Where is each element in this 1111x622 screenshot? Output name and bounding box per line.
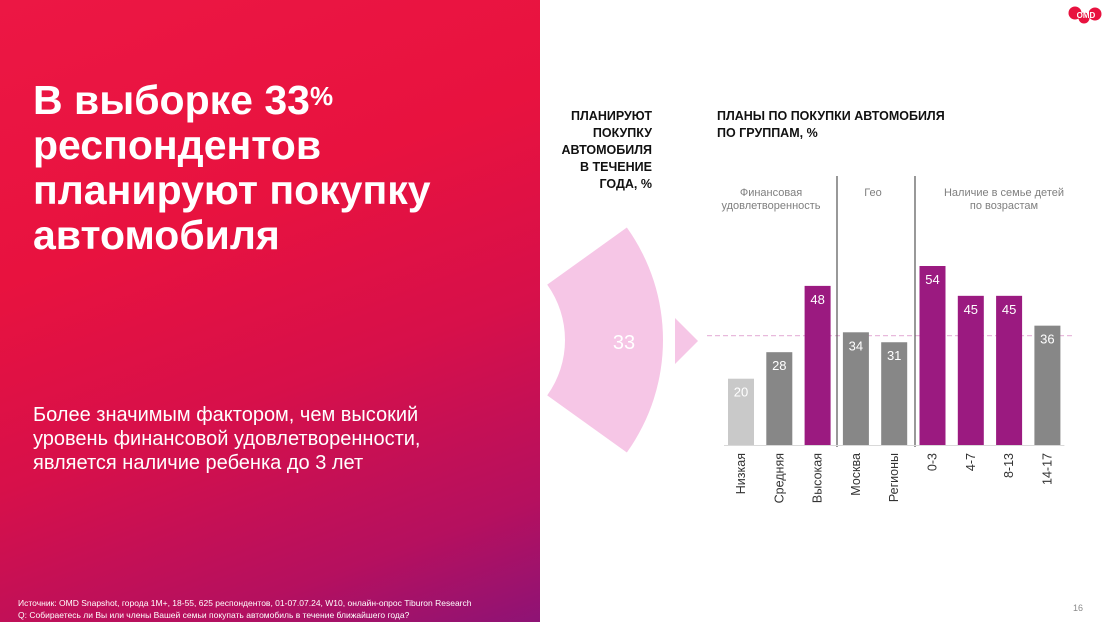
category-label: 0-3 [926,453,940,471]
bar-14-17 [1034,325,1061,445]
footnote-source: Источник: OMD Snapshot, города 1М+, 18-5… [18,598,472,608]
bar-value-label: 20 [734,385,748,400]
bar-0-3 [919,266,946,445]
left-panel: В выборке 33% респондентов планируют пок… [0,0,540,622]
omd-logo: OMD [1068,6,1102,24]
bar-value-label: 28 [772,358,786,373]
bar-Средняя [766,352,793,445]
group-label-1: удовлетворенность [721,200,820,212]
headline-line-4: автомобиля [33,212,280,258]
bar-value-label: 45 [964,302,978,317]
category-label: Низкая [734,453,748,494]
bar-Высокая [804,285,831,445]
headline-line-2: респондентов [33,122,322,168]
source-footnote: Источник: OMD Snapshot, города 1М+, 18-5… [18,597,538,621]
bar-Москва [842,332,869,445]
group-label-1: Финансовая [740,187,802,199]
insight-line-2: уровень финансовой удовлетворенности, [33,428,421,450]
category-label: Москва [849,453,863,496]
key-insight-text: Более значимым фактором, чем высокий уро… [33,403,523,475]
bar-value-label: 54 [925,272,939,287]
bar-value-label: 48 [810,292,824,307]
bar-Низкая [728,378,754,445]
group-label-3: по возрастам [970,200,1038,212]
groups-chart-title: ПЛАНЫ ПО ПОКУПКИ АВТОМОБИЛЯ ПО ГРУППАМ, … [717,109,945,140]
plan-share-value-label: 33 [613,332,635,354]
insight-line-1: Более значимым фактором, чем высокий [33,404,419,426]
insight-line-3: является наличие ребенка до 3 лет [33,452,364,474]
group-label-3: Наличие в семье детей [944,187,1064,199]
headline-line-3: планируют покупку [33,167,431,213]
headline-line-1: В выборке 33% [33,77,334,123]
footnote-question: Q: Собираетесь ли Вы или члены Вашей сем… [18,610,410,620]
plan-title: ПЛАНИРУЮТ ПОКУПКУ АВТОМОБИЛЯ В ТЕЧЕНИЕ Г… [561,109,653,191]
group-label-2: Гео [864,187,881,199]
logo-text: OMD [1077,11,1096,20]
plan-share-arc-chart: 33 [547,227,698,453]
bar-8-13 [996,295,1023,445]
plan-share-arc-segment [547,227,663,453]
bar-Регионы [881,342,908,445]
category-label: Регионы [887,453,901,502]
bar-value-label: 34 [849,338,863,353]
bar-value-label: 36 [1040,332,1054,347]
headline-percent-sign: % [309,81,334,111]
category-label: 8-13 [1002,453,1016,478]
category-label: Высокая [811,453,825,503]
bar-4-7 [957,295,984,445]
bar-value-label: 31 [887,348,901,363]
category-label: 4-7 [964,453,978,471]
category-label: Средняя [772,453,786,503]
headline: В выборке 33% респондентов планируют пок… [33,78,513,258]
category-label: 14-17 [1040,453,1054,485]
page-number: 16 [1073,603,1084,613]
pointer-arrow-icon [675,318,698,364]
bar-value-label: 45 [1002,302,1016,317]
